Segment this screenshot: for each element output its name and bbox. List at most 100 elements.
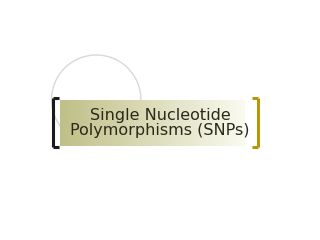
Bar [175, 100, 177, 146]
Bar [186, 100, 188, 146]
Bar [162, 100, 164, 146]
Bar [178, 100, 180, 146]
Bar [152, 100, 155, 146]
Bar [106, 100, 108, 146]
Bar [243, 100, 245, 146]
Bar [114, 100, 116, 146]
Bar [112, 100, 114, 146]
Bar [232, 100, 234, 146]
Bar [217, 100, 220, 146]
Bar [176, 100, 179, 146]
Bar [169, 100, 171, 146]
Bar [143, 100, 146, 146]
Bar [130, 100, 132, 146]
Bar [188, 100, 190, 146]
Bar [236, 100, 238, 146]
Bar [193, 100, 195, 146]
Bar [180, 100, 182, 146]
Bar [136, 100, 138, 146]
Bar [197, 100, 199, 146]
Bar [68, 100, 70, 146]
Bar [71, 100, 73, 146]
Bar [154, 100, 156, 146]
Bar [167, 100, 170, 146]
Bar [82, 100, 84, 146]
Bar [213, 100, 216, 146]
Bar [202, 100, 204, 146]
Bar [64, 100, 66, 146]
Bar [77, 100, 79, 146]
Bar [206, 100, 208, 146]
Bar [75, 100, 77, 146]
Bar [225, 100, 227, 146]
Bar [145, 100, 147, 146]
Bar [123, 100, 125, 146]
Bar [151, 100, 153, 146]
Bar [92, 100, 94, 146]
Bar [62, 100, 64, 146]
Bar [201, 100, 203, 146]
Text: Single Nucleotide: Single Nucleotide [90, 108, 230, 123]
Bar [237, 100, 240, 146]
Bar [99, 100, 101, 146]
Bar [95, 100, 97, 146]
Bar [97, 100, 99, 146]
Bar [102, 100, 105, 146]
Bar [228, 100, 230, 146]
Bar [204, 100, 206, 146]
Bar [104, 100, 107, 146]
Bar [215, 100, 218, 146]
Bar [88, 100, 90, 146]
Bar [69, 100, 72, 146]
Bar [149, 100, 151, 146]
Bar [226, 100, 228, 146]
Bar [60, 100, 62, 146]
Bar [121, 100, 123, 146]
Bar [90, 100, 92, 146]
Bar [219, 100, 221, 146]
Bar [173, 100, 175, 146]
Bar [182, 100, 184, 146]
Bar [234, 100, 236, 146]
Bar [184, 100, 186, 146]
Bar [138, 100, 140, 146]
Bar [239, 100, 242, 146]
Bar [223, 100, 225, 146]
Bar [119, 100, 121, 146]
Bar [108, 100, 110, 146]
Bar [165, 100, 168, 146]
Bar [84, 100, 86, 146]
Bar [141, 100, 144, 146]
Bar [73, 100, 75, 146]
Bar [208, 100, 210, 146]
Bar [195, 100, 197, 146]
Text: Polymorphisms (SNPs): Polymorphisms (SNPs) [70, 123, 250, 138]
Bar [128, 100, 131, 146]
Bar [189, 100, 192, 146]
Bar [78, 100, 81, 146]
Bar [210, 100, 212, 146]
Bar [241, 100, 244, 146]
Bar [212, 100, 214, 146]
Bar [101, 100, 103, 146]
Bar [117, 100, 120, 146]
Bar [132, 100, 134, 146]
Bar [86, 100, 88, 146]
Bar [93, 100, 96, 146]
Bar [171, 100, 173, 146]
Bar [230, 100, 232, 146]
Bar [116, 100, 118, 146]
Bar [125, 100, 127, 146]
Bar [66, 100, 68, 146]
Bar [80, 100, 83, 146]
Bar [199, 100, 201, 146]
Bar [147, 100, 149, 146]
Bar [127, 100, 129, 146]
Bar [110, 100, 112, 146]
Bar [164, 100, 166, 146]
Bar [158, 100, 160, 146]
Bar [140, 100, 142, 146]
Bar [156, 100, 158, 146]
Bar [191, 100, 194, 146]
Bar [160, 100, 162, 146]
